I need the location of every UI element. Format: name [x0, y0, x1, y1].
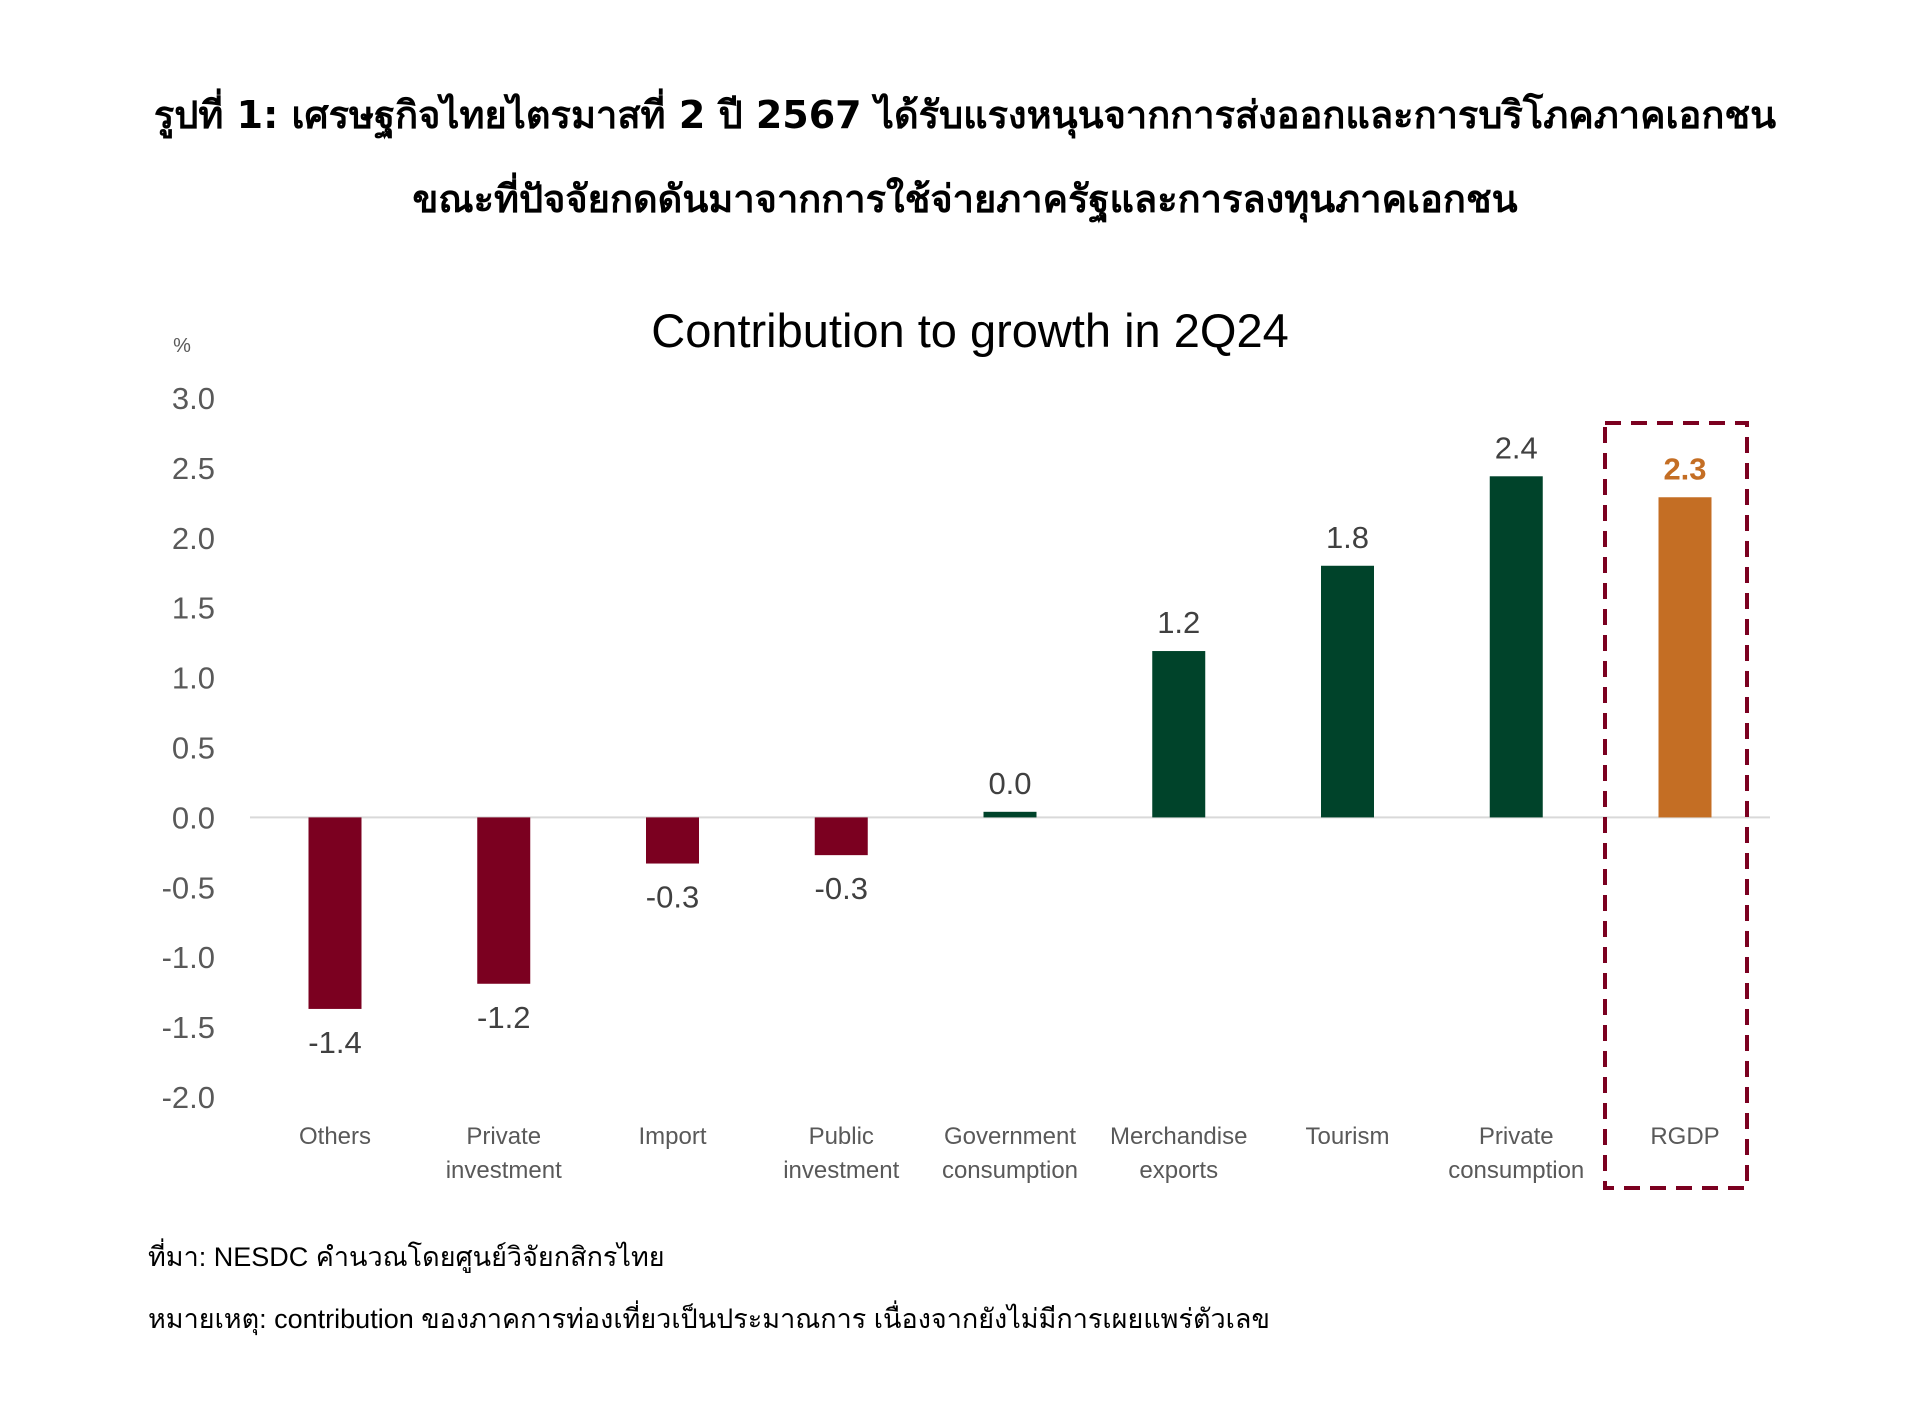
figure-title-line1: รูปที่ 1: เศรษฐกิจไทยไตรมาสที่ 2 ปี 2567…: [153, 93, 1777, 137]
category-label: Private: [1479, 1123, 1554, 1150]
remark-note: หมายเหตุ: contribution ของภาคการท่องเที่…: [148, 1304, 1270, 1334]
category-label: Tourism: [1305, 1123, 1389, 1150]
y-axis-unit-label: %: [173, 335, 191, 357]
category-label: consumption: [1448, 1157, 1584, 1184]
category-label: Merchandise: [1110, 1123, 1247, 1150]
y-tick-label: 3.0: [172, 381, 215, 416]
y-tick-label: -0.5: [162, 870, 215, 905]
y-tick-label: 0.5: [172, 731, 215, 766]
bar: [1489, 476, 1543, 818]
category-label: Import: [638, 1123, 706, 1150]
rgdp-highlight-box: [1603, 421, 1749, 1190]
bar: [814, 817, 868, 856]
y-tick-label: 1.5: [172, 591, 215, 626]
bar: [308, 817, 362, 1009]
y-tick-label: 2.0: [172, 521, 215, 556]
chart-title: Contribution to growth in 2Q24: [651, 304, 1288, 357]
category-label: consumption: [942, 1157, 1078, 1184]
category-label: investment: [446, 1157, 562, 1184]
category-label: Others: [299, 1123, 371, 1150]
data-label: -1.2: [477, 1000, 530, 1035]
y-tick-label: 1.0: [172, 661, 215, 696]
data-label: -1.4: [308, 1025, 361, 1060]
data-label: 1.8: [1326, 520, 1369, 555]
bar: [646, 817, 699, 864]
category-label: Government: [944, 1123, 1076, 1150]
bar: [477, 817, 531, 984]
data-label: 2.4: [1495, 430, 1538, 465]
y-tick-label: 2.5: [172, 451, 215, 486]
bar-chart: Contribution to growth in 2Q24% 3.0 2.5 2.0…: [162, 304, 1770, 1190]
data-label: 1.2: [1157, 605, 1200, 640]
category-label: Private: [466, 1123, 541, 1150]
bar: [1658, 497, 1712, 818]
y-tick-label: -1.5: [162, 1010, 215, 1045]
bar: [1321, 565, 1374, 818]
category-label: Public: [809, 1123, 874, 1150]
y-tick-label: -2.0: [162, 1080, 215, 1115]
data-label: 0.0: [988, 766, 1031, 801]
y-tick-label: 0.0: [172, 800, 215, 835]
category-label: exports: [1139, 1157, 1218, 1184]
data-label: -0.3: [815, 871, 868, 906]
figure-title-line2: ขณะที่ปัจจัยกดดันมาจากการใช้จ่ายภาครัฐแล…: [412, 177, 1518, 221]
bar: [1152, 651, 1206, 818]
data-label: 2.3: [1663, 451, 1706, 486]
y-tick-label: -1.0: [162, 940, 215, 975]
data-label: -0.3: [646, 880, 699, 915]
bar: [983, 811, 1037, 818]
category-label: RGDP: [1650, 1123, 1719, 1150]
source-note: ที่มา: NESDC คำนวณโดยศูนย์วิจัยกสิกรไทย: [148, 1242, 665, 1272]
category-label: investment: [783, 1157, 899, 1184]
